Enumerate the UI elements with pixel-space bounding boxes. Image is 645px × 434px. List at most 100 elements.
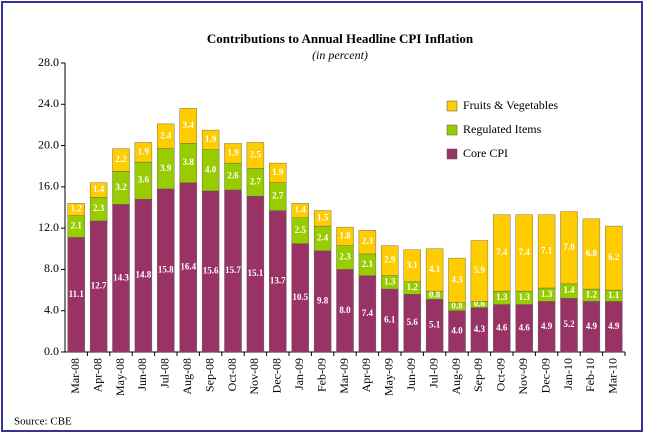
value-label: 16.4 xyxy=(180,261,196,271)
x-tick-label: Jun-09 xyxy=(404,358,418,391)
value-label: 5.6 xyxy=(407,317,419,327)
x-tick-label: Mar-09 xyxy=(337,358,351,394)
bar-segment xyxy=(582,218,601,290)
bar-segment xyxy=(67,203,85,216)
x-tick-label: Jun-08 xyxy=(135,358,149,391)
value-label: 7.4 xyxy=(496,247,508,257)
bar-segment xyxy=(134,142,153,163)
value-label: 2.7 xyxy=(250,176,262,186)
x-tick-label: Feb-09 xyxy=(314,358,328,392)
bar-segment xyxy=(560,211,578,285)
value-label: 1.3 xyxy=(384,276,396,286)
bar-segment xyxy=(224,143,242,164)
value-label: 7.4 xyxy=(519,247,531,257)
legend-label: Regulated Items xyxy=(463,122,542,136)
bar-segment xyxy=(291,203,309,219)
x-tick-label: Mar-08 xyxy=(68,358,82,394)
value-label: 5.9 xyxy=(474,265,486,275)
value-label: 2.1 xyxy=(362,259,374,269)
legend-swatch xyxy=(446,124,458,136)
x-tick-label: Aug-08 xyxy=(180,358,194,395)
value-label: 5.1 xyxy=(429,320,441,330)
bar-segment xyxy=(605,225,623,291)
value-label: 0.8 xyxy=(429,289,441,299)
x-tick-label: Jul-09 xyxy=(426,358,440,388)
value-label: 1.3 xyxy=(541,289,553,299)
x-tick-label: Dec-09 xyxy=(538,358,552,393)
value-label: 7.0 xyxy=(563,242,575,252)
x-tick-label: Oct-09 xyxy=(494,358,508,391)
value-label: 1.8 xyxy=(339,230,351,240)
value-label: 1.2 xyxy=(586,289,598,299)
x-tick-label: May-08 xyxy=(113,358,127,396)
bar-segment xyxy=(246,142,265,169)
legend-label: Core CPI xyxy=(463,146,508,160)
bar-segment xyxy=(336,226,354,246)
value-label: 2.4 xyxy=(160,130,172,140)
value-label: 1.2 xyxy=(71,204,83,214)
value-label: 6.8 xyxy=(586,248,598,258)
value-label: 1.9 xyxy=(272,167,284,177)
value-label: 15.7 xyxy=(225,265,241,275)
value-label: 4.9 xyxy=(586,321,598,331)
x-tick-label: Jul-08 xyxy=(158,358,172,388)
value-label: 3.1 xyxy=(407,260,419,270)
bar-segment xyxy=(89,182,108,198)
value-label: 9.8 xyxy=(317,295,329,305)
value-label: 12.7 xyxy=(91,281,107,291)
y-tick-label: 4.0 xyxy=(44,302,59,316)
value-label: 7.1 xyxy=(541,245,553,255)
y-tick-label: 0.0 xyxy=(44,344,59,358)
x-tick-label: May-09 xyxy=(382,358,396,396)
value-label: 2.1 xyxy=(71,221,83,231)
value-label: 2.3 xyxy=(362,236,374,246)
value-label: 2.7 xyxy=(272,191,284,201)
bar-segment xyxy=(157,123,175,149)
value-label: 6.2 xyxy=(608,252,620,262)
x-tick-label: Apr-09 xyxy=(359,358,373,392)
value-label: 15.6 xyxy=(203,266,219,276)
bar-segment xyxy=(381,245,399,276)
x-tick-label: Mar-10 xyxy=(606,358,620,394)
value-label: 15.1 xyxy=(248,268,264,278)
value-label: 4.1 xyxy=(429,264,441,274)
value-label: 13.7 xyxy=(270,275,286,285)
bar-segment xyxy=(470,240,489,302)
legend-label: Fruits & Vegetables xyxy=(463,98,558,112)
x-tick-label: Sep-09 xyxy=(471,358,485,392)
value-label: 4.3 xyxy=(451,274,463,284)
value-label: 3.6 xyxy=(138,175,150,185)
y-tick-label: 20.0 xyxy=(38,137,59,151)
x-tick-label: Nov-08 xyxy=(247,358,261,395)
bar-segment xyxy=(493,214,511,292)
bar-segment xyxy=(179,108,197,144)
value-label: 2.4 xyxy=(317,233,329,243)
x-tick-label: Nov-09 xyxy=(516,358,530,395)
value-label: 2.9 xyxy=(384,255,396,265)
value-label: 1.3 xyxy=(519,292,531,302)
chart-title: Contributions to Annual Headline CPI Inf… xyxy=(207,31,474,46)
y-tick-label: 8.0 xyxy=(44,261,59,275)
value-label: 1.2 xyxy=(407,282,419,292)
value-label: 4.0 xyxy=(451,325,463,335)
value-label: 1.5 xyxy=(317,212,329,222)
value-label: 0.6 xyxy=(474,299,486,309)
bar-segment xyxy=(358,230,377,255)
value-label: 6.1 xyxy=(384,315,396,325)
x-tick-label: Apr-08 xyxy=(90,358,104,392)
value-label: 3.2 xyxy=(115,182,127,192)
value-label: 3.4 xyxy=(183,120,195,130)
value-label: 1.4 xyxy=(563,285,575,295)
value-label: 2.5 xyxy=(250,149,262,159)
bar-segment xyxy=(448,257,466,303)
value-label: 2.3 xyxy=(93,203,105,213)
x-tick-label: Oct-08 xyxy=(225,358,239,391)
value-label: 4.9 xyxy=(608,321,620,331)
value-label: 2.5 xyxy=(295,225,307,235)
x-tick-label: Jan-10 xyxy=(561,358,575,390)
x-tick-label: Dec-08 xyxy=(270,358,284,393)
source: Source: CBE xyxy=(14,416,72,428)
x-tick-label: Aug-09 xyxy=(449,358,463,395)
value-label: 11.1 xyxy=(69,289,85,299)
